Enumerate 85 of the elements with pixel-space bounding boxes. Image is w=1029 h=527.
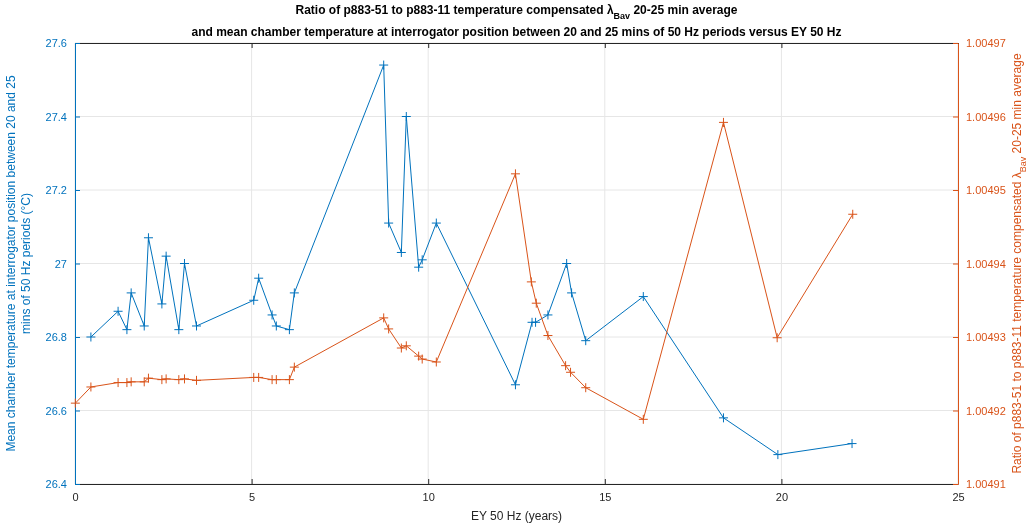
x-tick-label: 0 [72,490,79,503]
point [542,330,553,341]
point [85,332,96,342]
point [580,382,591,393]
point [718,117,729,128]
point [383,218,394,229]
chart-subtitle: and mean chamber temperature at interrogator position between 20 and 25 mins of 50 Hz periods versus EY 50 Hz [191,25,842,39]
point [161,251,172,262]
point [284,374,295,385]
point [267,309,278,320]
y-tick-label: 27.6 [45,37,67,50]
x-tick-label: 20 [775,490,789,503]
point [542,309,553,320]
point [417,354,428,365]
point [179,373,190,384]
point [847,209,858,220]
point [561,258,572,269]
point [143,373,154,384]
y-tick-label: 26.8 [45,331,67,344]
point [396,343,407,354]
point [638,291,649,302]
y-tick-label: 27.2 [45,184,67,197]
chart-title: Ratio of p883-51 to p883-11 temperature compensated λ$_{Bav}$ 20-25 min average [295,3,738,21]
point [580,335,591,346]
point [156,298,167,309]
point [113,306,124,317]
point [126,287,137,298]
point [383,323,394,334]
point [417,254,428,265]
point [378,312,389,323]
x-tick-label: 15 [599,490,612,503]
point [289,362,300,373]
point [566,287,577,298]
y2-tick-label: 1.00494 [966,257,1006,270]
point [413,262,424,273]
x-tick-label: 25 [952,490,965,503]
y2-tick-label: 1.00491 [966,478,1006,491]
point [847,438,858,449]
point [431,218,442,229]
y2-tick-label: 1.00495 [966,184,1006,197]
point [401,111,412,122]
point [121,324,132,335]
y2-tick-label: 1.00497 [966,37,1006,50]
point [271,320,282,331]
y-tick-label: 27.4 [45,110,67,123]
point [161,373,172,384]
point [121,377,132,388]
point [531,298,542,309]
point [113,377,124,388]
point [70,398,81,409]
point [772,449,783,460]
point [431,356,442,367]
point [401,340,412,351]
point [284,324,295,335]
point [396,247,407,258]
y2-tick-label: 1.00496 [966,110,1006,123]
point [289,287,300,298]
point [139,320,150,331]
y2-tick-label: 1.00493 [966,331,1006,344]
point [772,332,783,343]
point [413,351,424,362]
point [85,381,96,392]
point [173,324,184,335]
point [718,412,729,423]
y-axis-title: Mean chamber temperature at interrogator position between 20 and 25 mins of 50 Hz periods (°C) [3,75,33,452]
point [143,232,154,243]
point [378,60,389,71]
x-axis-title: EY 50 Hz (years) [470,509,563,523]
point [191,320,202,331]
point [248,295,259,306]
y2-tick-label: 1.00492 [966,404,1006,417]
point [510,379,521,390]
point [126,376,137,387]
y-tick-label: 27 [54,257,67,270]
y-tick-label: 26.6 [45,404,67,417]
point [253,273,264,284]
point [191,375,202,386]
point [638,414,649,425]
point [510,168,521,179]
x-tick-label: 5 [249,490,256,503]
y-tick-label: 26.4 [45,478,67,491]
point [271,374,282,385]
point [253,372,264,383]
x-tick-label: 10 [422,490,435,503]
point [526,276,537,287]
